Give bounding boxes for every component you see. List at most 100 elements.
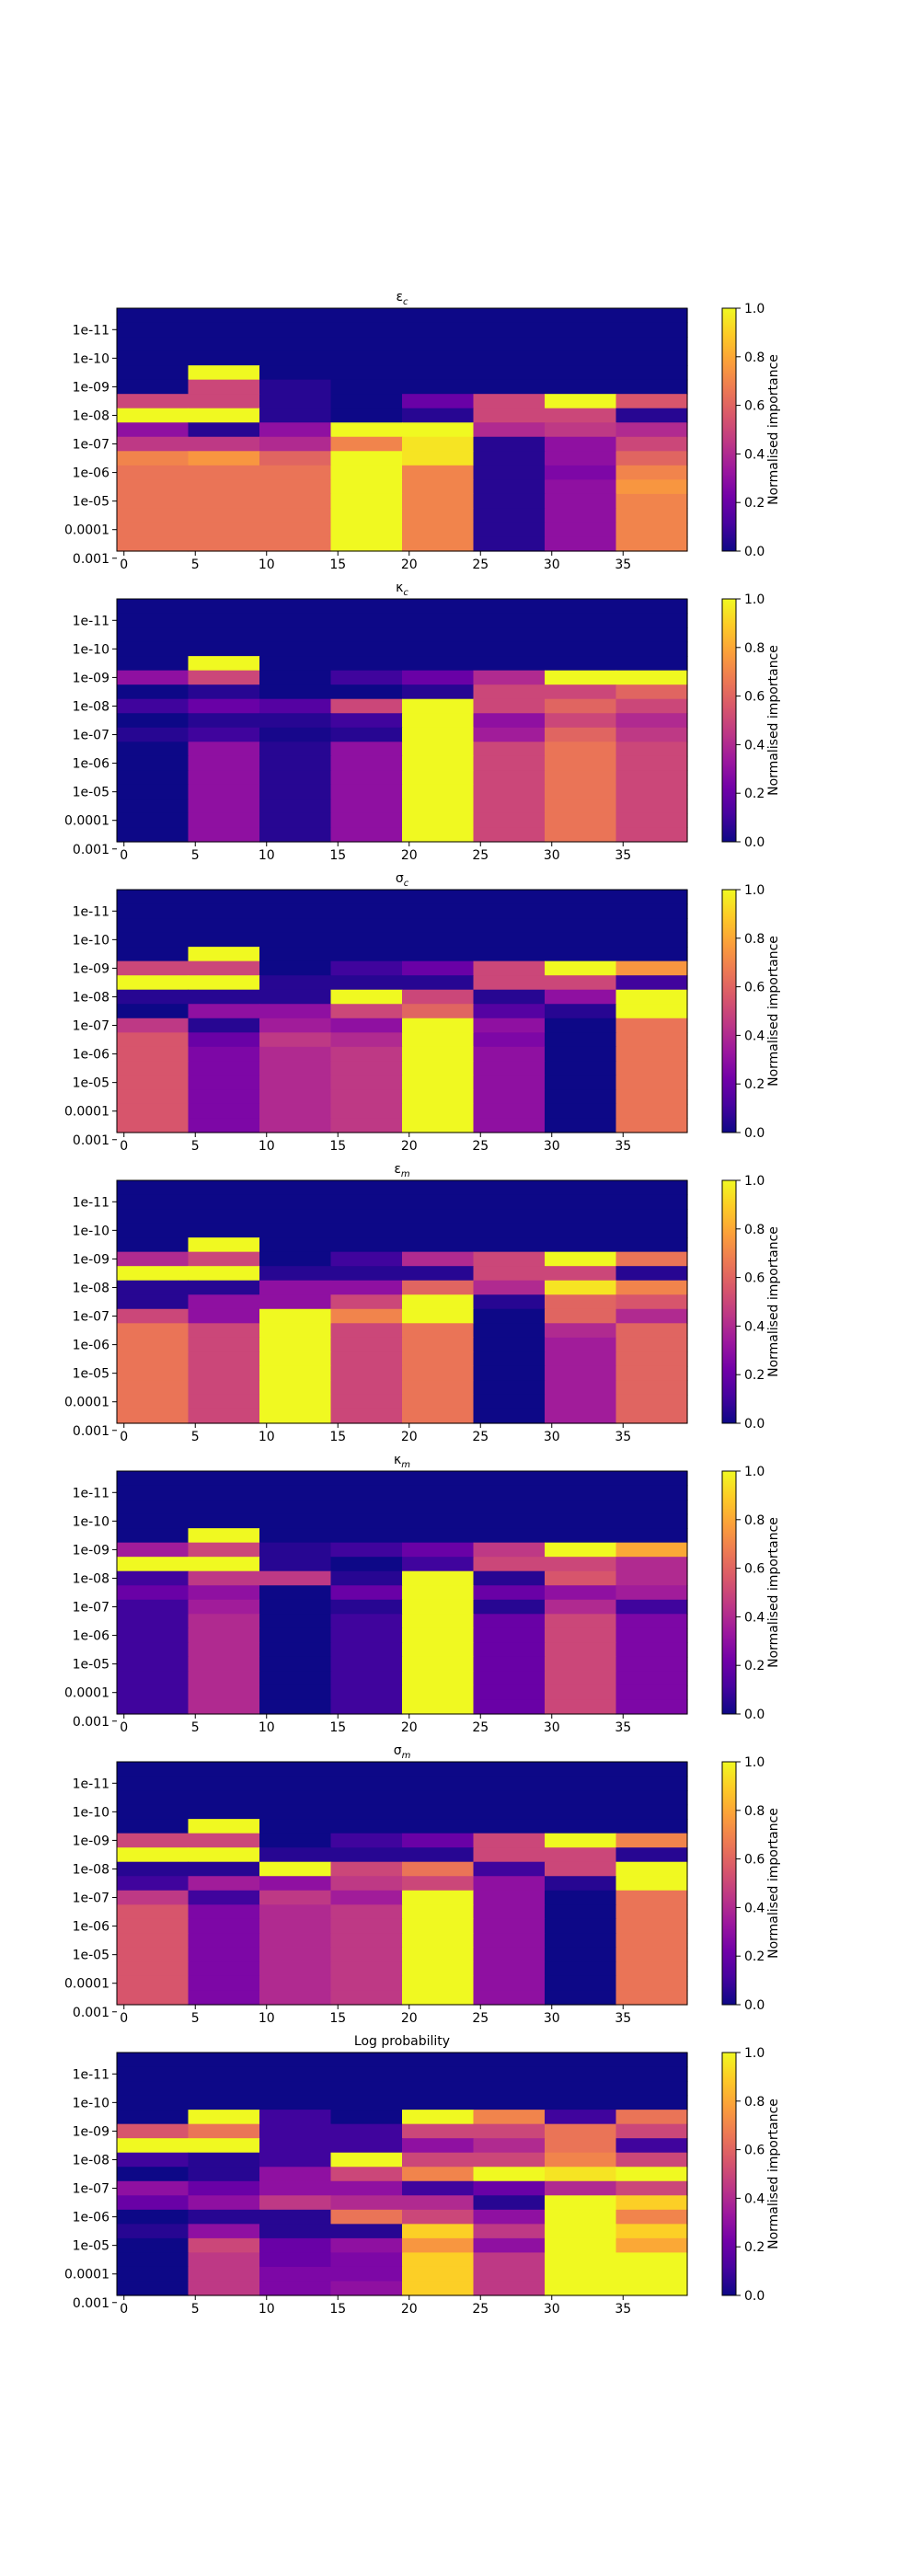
panel-5-cell xyxy=(259,1699,332,1715)
panel-7-ytick-label: 1e-06 xyxy=(73,2211,109,2225)
panel-6-colorbar-tick-label: 1.0 xyxy=(744,1755,765,1770)
panel-7-cell xyxy=(330,2081,403,2097)
panel-3-cell xyxy=(473,1118,546,1133)
panel-6-cell xyxy=(473,1876,546,1892)
panel-4-cell xyxy=(473,1251,546,1267)
panel-3-colorbar-tick-label: 0.2 xyxy=(744,1077,765,1092)
panel-7-xtick-label: 10 xyxy=(259,2302,275,2317)
panel-3-cell xyxy=(615,918,688,934)
panel-4-cell xyxy=(402,1308,475,1324)
panel-3-cell xyxy=(259,1004,332,1019)
panel-3-cell xyxy=(615,932,688,948)
panel-3-cell xyxy=(259,1018,332,1033)
panel-3-cell xyxy=(259,1103,332,1120)
panel-6-cell xyxy=(545,1847,617,1863)
panel-7-cell xyxy=(188,2123,260,2139)
panel-5-cell xyxy=(615,1642,688,1658)
panel-5-cell xyxy=(402,1528,475,1544)
panel-2-cell xyxy=(615,827,688,843)
panel-7-cell xyxy=(473,2095,546,2110)
panel-6-cell xyxy=(545,1890,617,1905)
panel-7-cell xyxy=(402,2237,475,2254)
panel-1-xtick-label: 30 xyxy=(544,558,560,572)
panel-1-cell xyxy=(117,451,190,466)
panel-1-cell xyxy=(473,379,546,395)
panel-6-cell xyxy=(259,1833,332,1848)
panel-4-cell xyxy=(545,1223,617,1238)
panel-4-colorbar-tick-label: 1.0 xyxy=(744,1174,765,1189)
panel-3-cell xyxy=(117,1046,190,1062)
panel-4-cell xyxy=(615,1223,688,1238)
panel-2-cell xyxy=(330,627,403,643)
panel-4-cell xyxy=(188,1194,260,1210)
panel-7-cell xyxy=(117,2167,190,2182)
panel-3-cell xyxy=(545,960,617,976)
panel-1-cell xyxy=(402,365,475,381)
panel-5-xtick-label: 25 xyxy=(472,1720,489,1735)
panel-4-cell xyxy=(117,1223,190,1238)
panel-7-ytick-label: 1e-08 xyxy=(73,2153,109,2168)
panel-4-cell xyxy=(473,1409,546,1424)
panel-2-cell xyxy=(188,799,260,814)
panel-6-xtick-label: 10 xyxy=(259,2011,275,2026)
panel-5-cell xyxy=(545,1699,617,1715)
panel-3-cell xyxy=(473,1032,546,1048)
panel-3-cell xyxy=(188,975,260,991)
panel-2-cell xyxy=(615,698,688,714)
panel-7-cell xyxy=(259,2167,332,2182)
panel-4-cell xyxy=(259,1409,332,1424)
panel-4-cell xyxy=(188,1351,260,1367)
panel-6-cell xyxy=(259,1876,332,1892)
panel-6-cell xyxy=(188,1918,260,1934)
panel-1-cell xyxy=(545,536,617,552)
panel-4-cell xyxy=(615,1237,688,1253)
panel-1-cell xyxy=(330,365,403,381)
panel-1-cell xyxy=(473,408,546,423)
panel-1-cell xyxy=(259,308,332,324)
panel-3-cell xyxy=(402,975,475,991)
panel-7-colorbar xyxy=(721,2052,737,2296)
panel-1-cell xyxy=(330,308,403,324)
panel-2-cell xyxy=(259,812,332,829)
panel-7-cell xyxy=(545,2167,617,2182)
panel-6-cell xyxy=(473,1861,546,1877)
panel-2-xtick-label: 25 xyxy=(472,848,489,863)
panel-7-cell xyxy=(615,2081,688,2097)
panel-2-xtick-label: 20 xyxy=(401,848,418,863)
panel-3-cell xyxy=(545,1118,617,1133)
panel-3-frame xyxy=(116,889,688,1133)
panel-2-cell xyxy=(188,742,260,757)
panel-7-cell xyxy=(615,2180,688,2196)
panel-2-cell xyxy=(473,755,546,771)
panel-1-cell xyxy=(259,365,332,381)
panel-5-cell xyxy=(117,1585,190,1601)
panel-6-cell xyxy=(259,1933,332,1949)
panel-7-cell xyxy=(259,2110,332,2125)
panel-5-cell xyxy=(615,1585,688,1601)
panel-2-cell xyxy=(473,827,546,843)
panel-6-cell xyxy=(402,1804,475,1820)
panel-5-cell xyxy=(402,1542,475,1558)
panel-5-cell xyxy=(330,1599,403,1615)
panel-1-title: εc xyxy=(396,290,408,307)
panel-1-xtick-label: 20 xyxy=(401,558,418,572)
panel-3-cell xyxy=(473,960,546,976)
panel-4-cell xyxy=(473,1180,546,1196)
panel-1-cell xyxy=(259,465,332,480)
panel-3-cell xyxy=(473,947,546,962)
panel-6-cell xyxy=(615,1833,688,1848)
panel-3-cell xyxy=(188,1118,260,1133)
panel-5-cell xyxy=(545,1500,617,1515)
panel-6-cell xyxy=(330,1876,403,1892)
panel-3-cell xyxy=(330,1032,403,1048)
panel-1-cell xyxy=(545,351,617,366)
panel-4-cell xyxy=(117,1266,190,1282)
panel-6-colorbar-tick-label: 0.2 xyxy=(744,1949,765,1964)
panel-2-cell xyxy=(615,713,688,729)
panel-2-cell xyxy=(117,670,190,685)
panel-1-xtick-label: 15 xyxy=(329,558,346,572)
panel-3-cell xyxy=(545,918,617,934)
panel-3-cell xyxy=(545,1103,617,1120)
panel-2-cell xyxy=(615,641,688,657)
panel-2-cell xyxy=(545,684,617,700)
